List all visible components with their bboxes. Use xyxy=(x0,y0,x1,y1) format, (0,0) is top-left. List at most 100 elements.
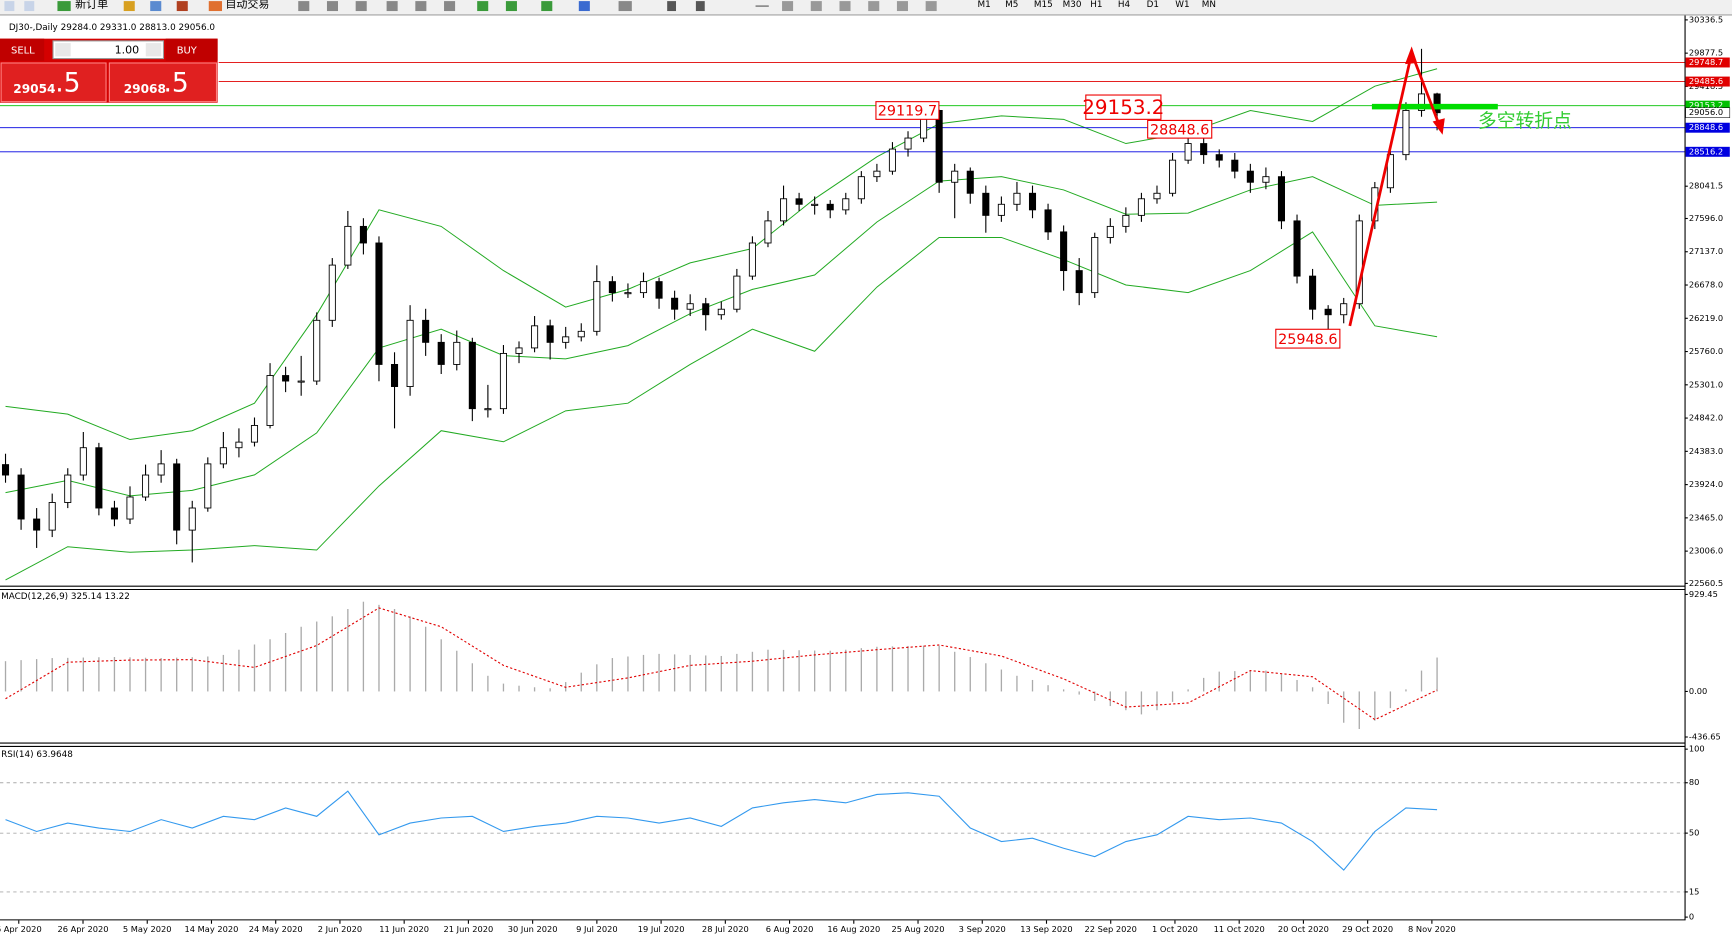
icon[interactable] xyxy=(810,1,822,12)
x-tick-label: 11 Oct 2020 xyxy=(1214,924,1265,934)
y-tick-label: 25760.0 xyxy=(1689,346,1723,356)
candle-body xyxy=(1293,220,1301,277)
y-tick-label: 25301.0 xyxy=(1689,379,1723,389)
candle-body xyxy=(142,474,150,498)
timeframe-button[interactable]: M15 xyxy=(1034,0,1053,10)
icon[interactable] xyxy=(505,1,517,12)
icon[interactable] xyxy=(386,1,398,12)
icon[interactable] xyxy=(782,1,794,12)
icon[interactable] xyxy=(150,1,162,12)
candle-body xyxy=(888,148,896,172)
timeframe-button[interactable]: D1 xyxy=(1147,0,1159,10)
bid-price[interactable]: 29054 xyxy=(13,82,55,96)
price-tag xyxy=(1685,76,1730,87)
candle-body xyxy=(219,447,227,465)
candle-body xyxy=(1075,270,1083,294)
lots-up[interactable] xyxy=(145,43,162,57)
timeframe-button[interactable]: M1 xyxy=(978,0,991,10)
candle-body xyxy=(795,198,803,205)
sell-label[interactable]: SELL xyxy=(11,45,35,56)
y-tick-label: 24383.0 xyxy=(1689,446,1723,456)
new-order-button[interactable]: 新订单 xyxy=(75,0,108,10)
sell-button[interactable] xyxy=(0,38,45,61)
y-tick-label: 0.00 xyxy=(1689,686,1707,696)
price-tag-label: 28848.6 xyxy=(1689,122,1723,132)
candle-body xyxy=(375,242,383,365)
ask-pips[interactable]: .5 xyxy=(163,67,188,98)
candle-body xyxy=(390,364,399,387)
icon[interactable] xyxy=(298,1,310,12)
candle-body xyxy=(982,192,990,216)
candle-body xyxy=(437,341,445,365)
icon[interactable] xyxy=(839,1,851,12)
x-tick-label: 28 Jul 2020 xyxy=(702,924,749,934)
x-tick-label: 11 Jun 2020 xyxy=(379,924,429,934)
sell-price-box[interactable] xyxy=(0,62,107,103)
candle-body xyxy=(748,242,756,277)
icon[interactable] xyxy=(123,1,135,12)
icon[interactable] xyxy=(667,1,677,12)
icon[interactable] xyxy=(618,1,632,12)
candle-body xyxy=(110,507,118,520)
icon[interactable] xyxy=(477,1,489,12)
candle-body xyxy=(250,425,259,443)
candle-body xyxy=(1246,170,1254,183)
candle-body xyxy=(593,281,601,332)
candle-body xyxy=(1091,237,1099,294)
down-arrow xyxy=(1410,52,1442,129)
buy-button[interactable] xyxy=(165,38,218,61)
bollinger-lower xyxy=(5,231,1438,581)
lots-down[interactable] xyxy=(55,43,71,57)
icon[interactable] xyxy=(4,1,15,12)
y-tick-label: 26219.0 xyxy=(1689,313,1723,323)
new-order-icon[interactable] xyxy=(57,1,71,12)
icon[interactable] xyxy=(695,1,705,12)
y-tick-label: 28041.5 xyxy=(1689,181,1723,191)
candle-body xyxy=(1309,275,1317,310)
icon[interactable] xyxy=(541,1,553,12)
x-tick-label: 5 May 2020 xyxy=(123,924,172,934)
icon[interactable] xyxy=(896,1,908,12)
auto-trading-button[interactable]: 自动交易 xyxy=(225,0,269,10)
candle-body xyxy=(1231,159,1239,172)
timeframe-button[interactable]: M30 xyxy=(1063,0,1082,10)
y-tick-label: 22560.5 xyxy=(1689,578,1723,588)
icon[interactable] xyxy=(415,1,427,12)
icon[interactable] xyxy=(444,1,456,12)
y-tick-label: 100 xyxy=(1689,744,1705,754)
candle-body xyxy=(624,292,632,295)
candle-body xyxy=(1060,231,1068,272)
candle-body xyxy=(359,225,367,244)
ask-price[interactable]: 29068 xyxy=(124,82,166,96)
timeframe-button[interactable]: M5 xyxy=(1005,0,1018,10)
icon[interactable] xyxy=(355,1,367,12)
lots-value[interactable]: 1.00 xyxy=(115,43,140,56)
candle-body xyxy=(64,474,72,503)
icon[interactable] xyxy=(755,5,769,7)
candle-body xyxy=(733,275,741,310)
timeframe-button[interactable]: MN xyxy=(1202,0,1216,10)
icon[interactable] xyxy=(868,1,880,12)
icon[interactable] xyxy=(326,1,339,12)
timeframe-button[interactable]: H4 xyxy=(1118,0,1131,10)
bid-pips[interactable]: .5 xyxy=(55,67,80,98)
buy-label[interactable]: BUY xyxy=(177,45,198,56)
candle-body xyxy=(48,502,56,531)
buy-price-box[interactable] xyxy=(108,62,218,103)
icon[interactable] xyxy=(578,1,590,12)
candle-body xyxy=(1433,93,1441,114)
icon[interactable] xyxy=(925,1,937,12)
annotation: 29153.2 xyxy=(1082,96,1164,119)
auto-trading-icon[interactable] xyxy=(208,1,223,12)
icon[interactable] xyxy=(24,1,35,12)
lots-input[interactable] xyxy=(52,40,165,60)
price-tag-label: 28516.2 xyxy=(1689,146,1723,156)
timeframe-button[interactable]: W1 xyxy=(1175,0,1189,10)
timeframe-button[interactable]: H1 xyxy=(1090,0,1102,10)
candle-body xyxy=(577,330,585,338)
icon[interactable] xyxy=(176,1,188,12)
price-tag-label: 29153.2 xyxy=(1689,100,1723,110)
annotation: 29119.7 xyxy=(878,104,937,120)
x-tick-label: 25 Aug 2020 xyxy=(892,924,945,934)
